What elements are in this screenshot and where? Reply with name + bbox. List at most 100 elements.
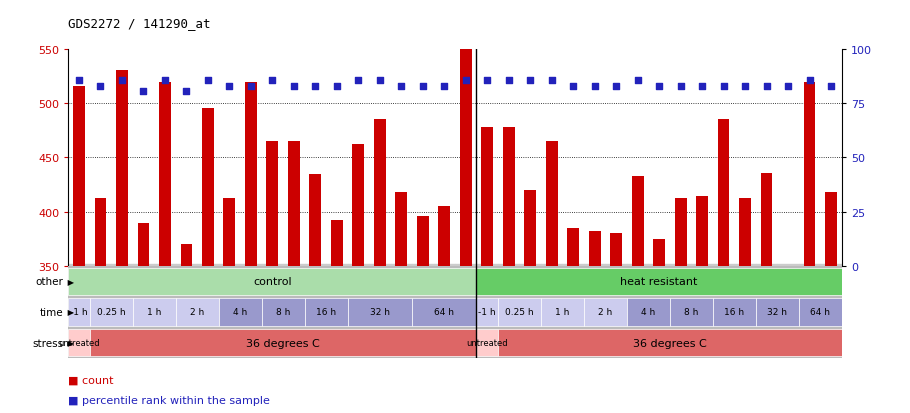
Bar xyxy=(348,299,412,326)
Bar xyxy=(73,86,85,266)
Point xyxy=(824,83,838,90)
Text: ▶: ▶ xyxy=(65,308,74,317)
Text: 1 h: 1 h xyxy=(147,308,161,317)
Bar xyxy=(412,299,477,326)
Text: GDS2272 / 141290_at: GDS2272 / 141290_at xyxy=(68,17,211,29)
Bar xyxy=(412,264,433,266)
Bar xyxy=(477,268,842,295)
Bar xyxy=(369,264,390,266)
Bar xyxy=(670,299,713,326)
Bar xyxy=(756,299,799,326)
Bar xyxy=(197,264,218,266)
Bar xyxy=(267,142,278,266)
Point xyxy=(308,83,323,90)
Bar xyxy=(589,232,601,266)
Bar xyxy=(498,264,520,266)
Point xyxy=(136,88,151,95)
Text: 36 degrees C: 36 degrees C xyxy=(633,338,707,348)
Bar xyxy=(477,264,498,266)
Bar xyxy=(240,264,261,266)
Bar xyxy=(692,264,713,266)
Bar xyxy=(520,264,541,266)
Text: 1 h: 1 h xyxy=(555,308,570,317)
Text: -1 h: -1 h xyxy=(70,308,87,317)
Bar xyxy=(202,109,214,266)
Bar xyxy=(133,299,176,326)
Bar xyxy=(674,198,686,266)
Point xyxy=(265,78,279,84)
Bar xyxy=(331,221,343,266)
Bar xyxy=(180,244,192,266)
Point xyxy=(781,83,795,90)
Text: ■ count: ■ count xyxy=(68,375,114,385)
Text: heat resistant: heat resistant xyxy=(621,277,698,287)
Bar xyxy=(477,329,498,356)
Bar xyxy=(133,264,154,266)
Text: 16 h: 16 h xyxy=(724,308,744,317)
Point xyxy=(244,83,258,90)
Bar xyxy=(734,264,756,266)
Text: time: time xyxy=(40,307,64,317)
Bar xyxy=(288,142,299,266)
Bar xyxy=(713,264,734,266)
Bar xyxy=(670,264,692,266)
Bar xyxy=(68,268,477,295)
Bar xyxy=(562,264,584,266)
Text: ■ percentile rank within the sample: ■ percentile rank within the sample xyxy=(68,395,270,405)
Bar xyxy=(176,299,218,326)
Point xyxy=(351,78,366,84)
Bar xyxy=(541,264,562,266)
Bar xyxy=(390,264,412,266)
Bar xyxy=(348,264,369,266)
Bar xyxy=(309,174,321,266)
Point xyxy=(673,83,688,90)
Bar xyxy=(481,128,493,266)
Point xyxy=(93,83,107,90)
Text: ▶: ▶ xyxy=(65,277,74,286)
Point xyxy=(394,83,409,90)
Bar xyxy=(154,264,176,266)
Point xyxy=(803,78,817,84)
Bar xyxy=(584,299,627,326)
Bar xyxy=(498,299,541,326)
Bar xyxy=(245,83,257,266)
Bar xyxy=(761,173,773,266)
Point xyxy=(179,88,194,95)
Bar xyxy=(218,299,262,326)
Bar xyxy=(439,207,450,266)
Text: 64 h: 64 h xyxy=(810,308,830,317)
Point xyxy=(480,78,494,84)
Text: 36 degrees C: 36 degrees C xyxy=(247,338,320,348)
Bar xyxy=(524,190,536,266)
Text: untreated: untreated xyxy=(58,338,100,347)
Point xyxy=(544,78,559,84)
Bar xyxy=(632,176,643,266)
Point xyxy=(523,78,538,84)
Bar xyxy=(477,299,498,326)
Text: 2 h: 2 h xyxy=(190,308,204,317)
Bar xyxy=(68,299,90,326)
Bar xyxy=(627,264,648,266)
Text: 8 h: 8 h xyxy=(684,308,699,317)
Point xyxy=(631,78,645,84)
Bar xyxy=(611,234,622,266)
Bar xyxy=(820,264,842,266)
Bar xyxy=(352,145,364,266)
Bar xyxy=(262,299,305,326)
Point xyxy=(157,78,172,84)
Bar xyxy=(653,239,665,266)
Bar xyxy=(718,120,730,266)
Bar xyxy=(283,264,305,266)
Bar xyxy=(417,216,429,266)
Point xyxy=(329,83,344,90)
Text: other: other xyxy=(35,277,64,287)
Text: 0.25 h: 0.25 h xyxy=(505,308,534,317)
Point xyxy=(459,78,473,84)
Text: control: control xyxy=(253,277,292,287)
Text: ▶: ▶ xyxy=(65,338,74,347)
Point xyxy=(695,83,710,90)
Bar xyxy=(68,264,90,266)
Text: 4 h: 4 h xyxy=(642,308,655,317)
Text: -1 h: -1 h xyxy=(479,308,496,317)
Point xyxy=(652,83,666,90)
